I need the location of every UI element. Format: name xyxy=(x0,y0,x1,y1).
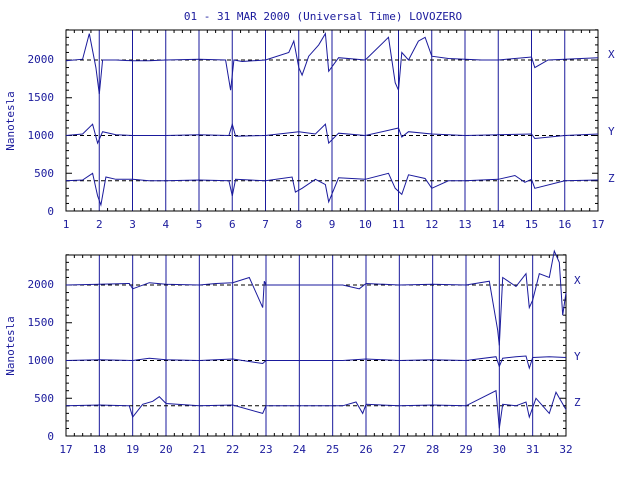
x-tick-label: 25 xyxy=(326,443,339,456)
x-tick-label: 32 xyxy=(559,443,572,456)
chart-title: 01 - 31 MAR 2000 (Universal Time) LOVOZE… xyxy=(184,10,462,23)
x-tick-label: 28 xyxy=(426,443,439,456)
y-tick-2000-top: 2000 xyxy=(28,53,55,66)
x-tick-label: 15 xyxy=(525,218,538,231)
x-tick-label: 23 xyxy=(259,443,272,456)
series-z-trace xyxy=(65,389,567,429)
x-tick-label: 18 xyxy=(93,443,106,456)
x-tick-label: 19 xyxy=(126,443,139,456)
y-tick-1000-top: 1000 xyxy=(28,129,55,142)
x-tick-label: 21 xyxy=(193,443,206,456)
y-tick-1500-bottom: 1500 xyxy=(28,316,55,329)
x-tick-label: 27 xyxy=(393,443,406,456)
x-tick-label: 29 xyxy=(459,443,472,456)
y-tick-500-bottom: 500 xyxy=(34,392,54,405)
y-tick-0-top: 0 xyxy=(47,205,54,218)
series-x-trace xyxy=(65,249,567,346)
series-z-trace xyxy=(65,172,599,207)
x-tick-label: 10 xyxy=(359,218,372,231)
series-y-trace xyxy=(65,355,567,370)
x-tick-label: 5 xyxy=(196,218,203,231)
x-tick-label: 30 xyxy=(493,443,506,456)
panel-bottom: Nanotesla 0 500 1000 1500 2000 X Y Z 17 1… xyxy=(4,249,581,456)
series-label-z-top: Z xyxy=(608,172,615,185)
series-label-y-top: Y xyxy=(608,125,615,138)
x-tick-label: 16 xyxy=(558,218,571,231)
x-tick-label: 13 xyxy=(458,218,471,231)
y-tick-500-top: 500 xyxy=(34,167,54,180)
x-tick-label: 26 xyxy=(359,443,372,456)
x-tick-label: 3 xyxy=(129,218,136,231)
y-tick-1500-top: 1500 xyxy=(28,91,55,104)
x-tick-label: 24 xyxy=(293,443,307,456)
x-tick-label: 22 xyxy=(226,443,239,456)
y-tick-0-bottom: 0 xyxy=(47,430,54,443)
y-tick-1000-bottom: 1000 xyxy=(28,354,55,367)
x-tick-label: 11 xyxy=(392,218,405,231)
x-tick-label: 1 xyxy=(63,218,70,231)
x-tick-label: 6 xyxy=(229,218,236,231)
y-axis-label-bottom: Nanotesla xyxy=(4,316,17,376)
series-x-trace xyxy=(65,32,599,95)
x-tick-label: 17 xyxy=(59,443,72,456)
x-tick-label: 4 xyxy=(162,218,169,231)
y-tick-2000-bottom: 2000 xyxy=(28,278,55,291)
series-label-x-bottom: X xyxy=(574,274,581,287)
series-label-z-bottom: Z xyxy=(574,396,581,409)
x-tick-label: 20 xyxy=(159,443,172,456)
x-tick-label: 8 xyxy=(295,218,302,231)
x-tick-label: 31 xyxy=(526,443,539,456)
x-tick-label: 17 xyxy=(591,218,604,231)
x-tick-label: 9 xyxy=(329,218,336,231)
x-tick-label: 7 xyxy=(262,218,269,231)
x-tick-label: 14 xyxy=(492,218,506,231)
x-tick-label: 2 xyxy=(96,218,103,231)
series-label-x-top: X xyxy=(608,48,615,61)
y-axis-label-top: Nanotesla xyxy=(4,91,17,151)
series-label-y-bottom: Y xyxy=(574,350,581,363)
series-y-trace xyxy=(65,122,599,145)
x-tick-label: 12 xyxy=(425,218,438,231)
plot-frame xyxy=(65,254,567,437)
